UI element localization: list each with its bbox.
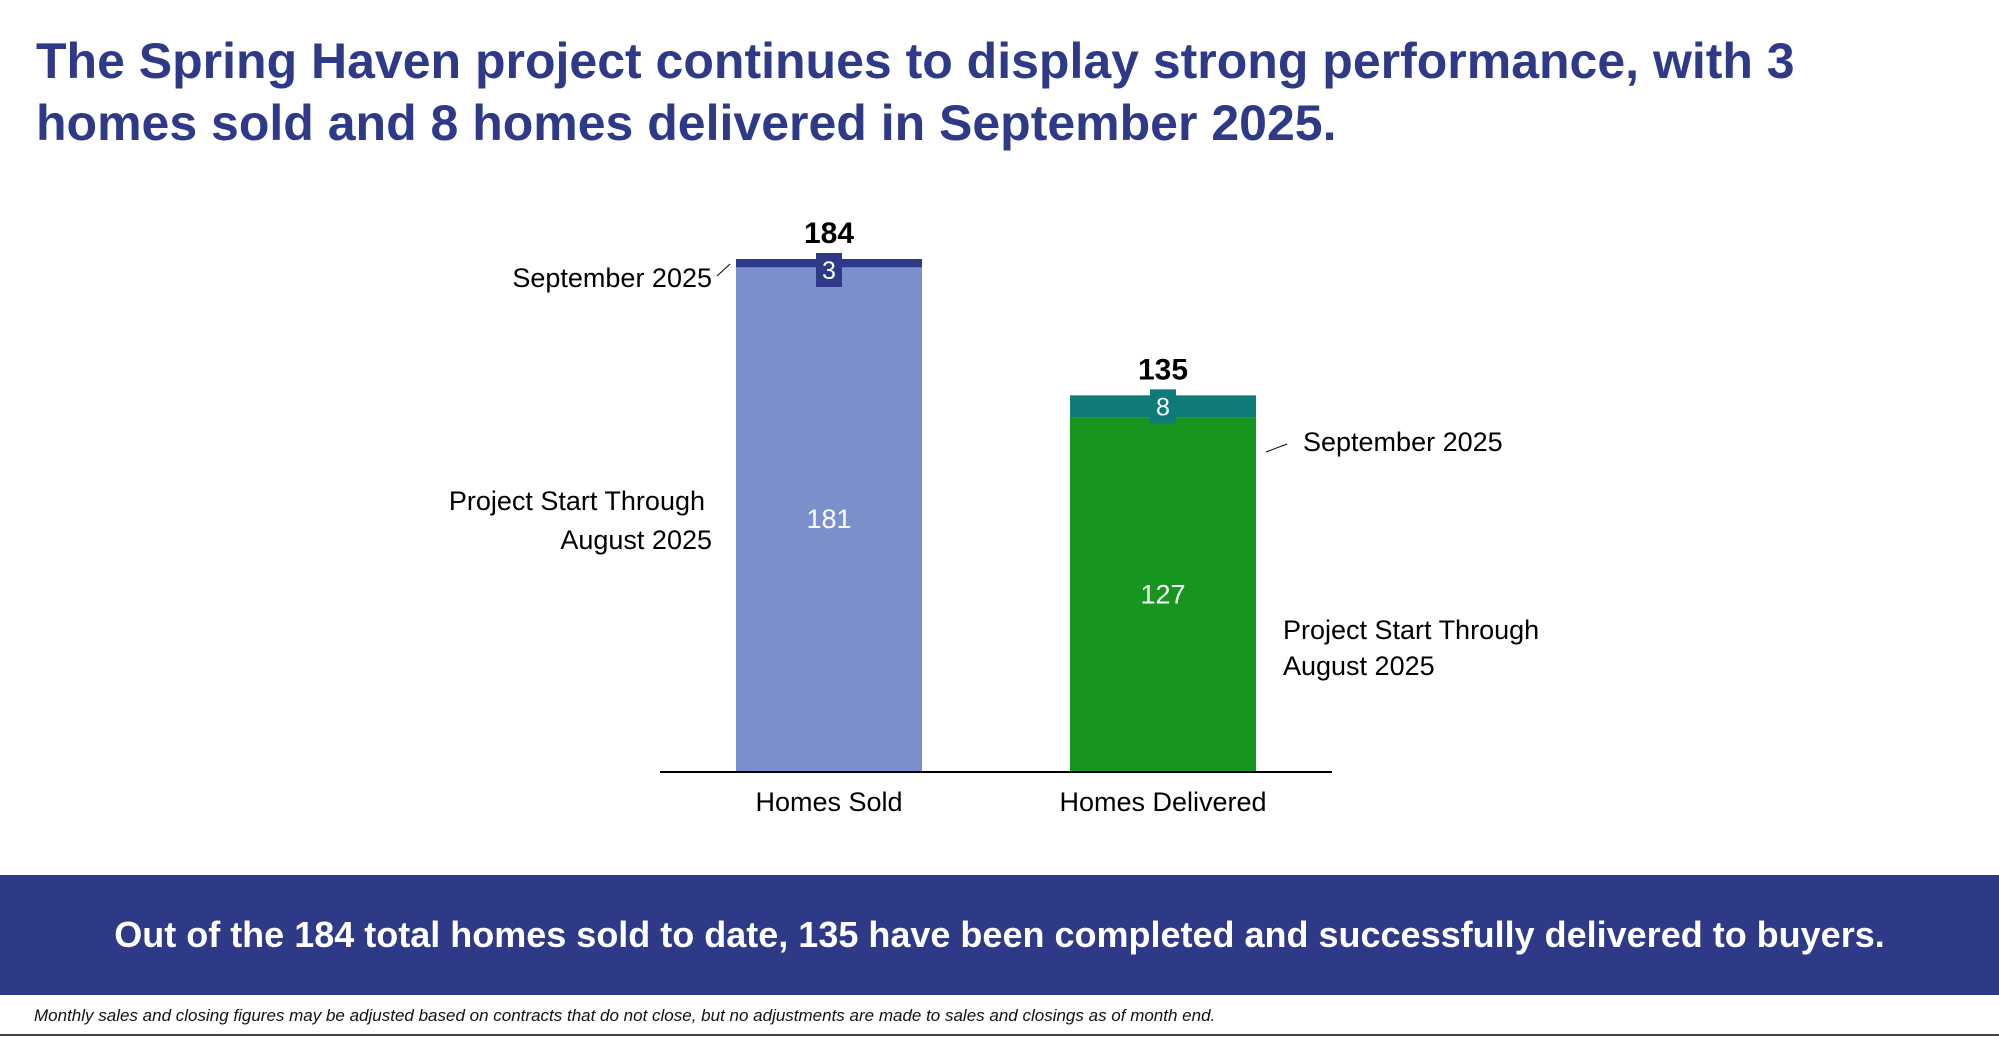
sold-category-label: Homes Sold [755,787,902,817]
bottom-divider [0,1034,1999,1036]
sold-base-bar [736,267,922,771]
sold-month-value-box [816,253,842,287]
delivered-base-annotation-line2: August 2025 [1283,651,1435,681]
delivered-base-value-label: 127 [1140,579,1185,609]
delivered-base-bar [1070,417,1256,771]
delivered-base-annotation-line1: Project Start Through [1283,615,1539,645]
stacked-bar-chart: 3 181 184 Homes Sold 8 127 135 Homes Delivered S… [449,217,1539,817]
delivered-month-value-label: 8 [1156,393,1170,421]
footnote: Monthly sales and closing figures may be… [34,1006,1216,1025]
delivered-month-annotation: September 2025 [1303,427,1503,457]
summary-banner-text: Out of the 184 total homes sold to date,… [114,914,1885,955]
delivered-category-label: Homes Delivered [1059,787,1266,817]
sold-total-label: 184 [804,217,854,250]
sold-month-leader-line [716,263,731,277]
slide-title: The Spring Haven project continues to di… [36,33,1795,151]
delivered-month-value-box [1150,389,1176,424]
sold-base-annotation-line2: August 2025 [560,525,712,555]
delivered-month-leader-line [1265,443,1288,453]
sold-base-value-label: 181 [806,504,851,534]
sold-month-annotation: September 2025 [512,263,712,293]
sold-month-value-label: 3 [822,257,836,285]
sold-base-annotation-line1: Project Start Through [449,486,705,516]
delivered-total-label: 135 [1138,353,1188,386]
summary-banner: Out of the 184 total homes sold to date,… [0,875,1999,995]
